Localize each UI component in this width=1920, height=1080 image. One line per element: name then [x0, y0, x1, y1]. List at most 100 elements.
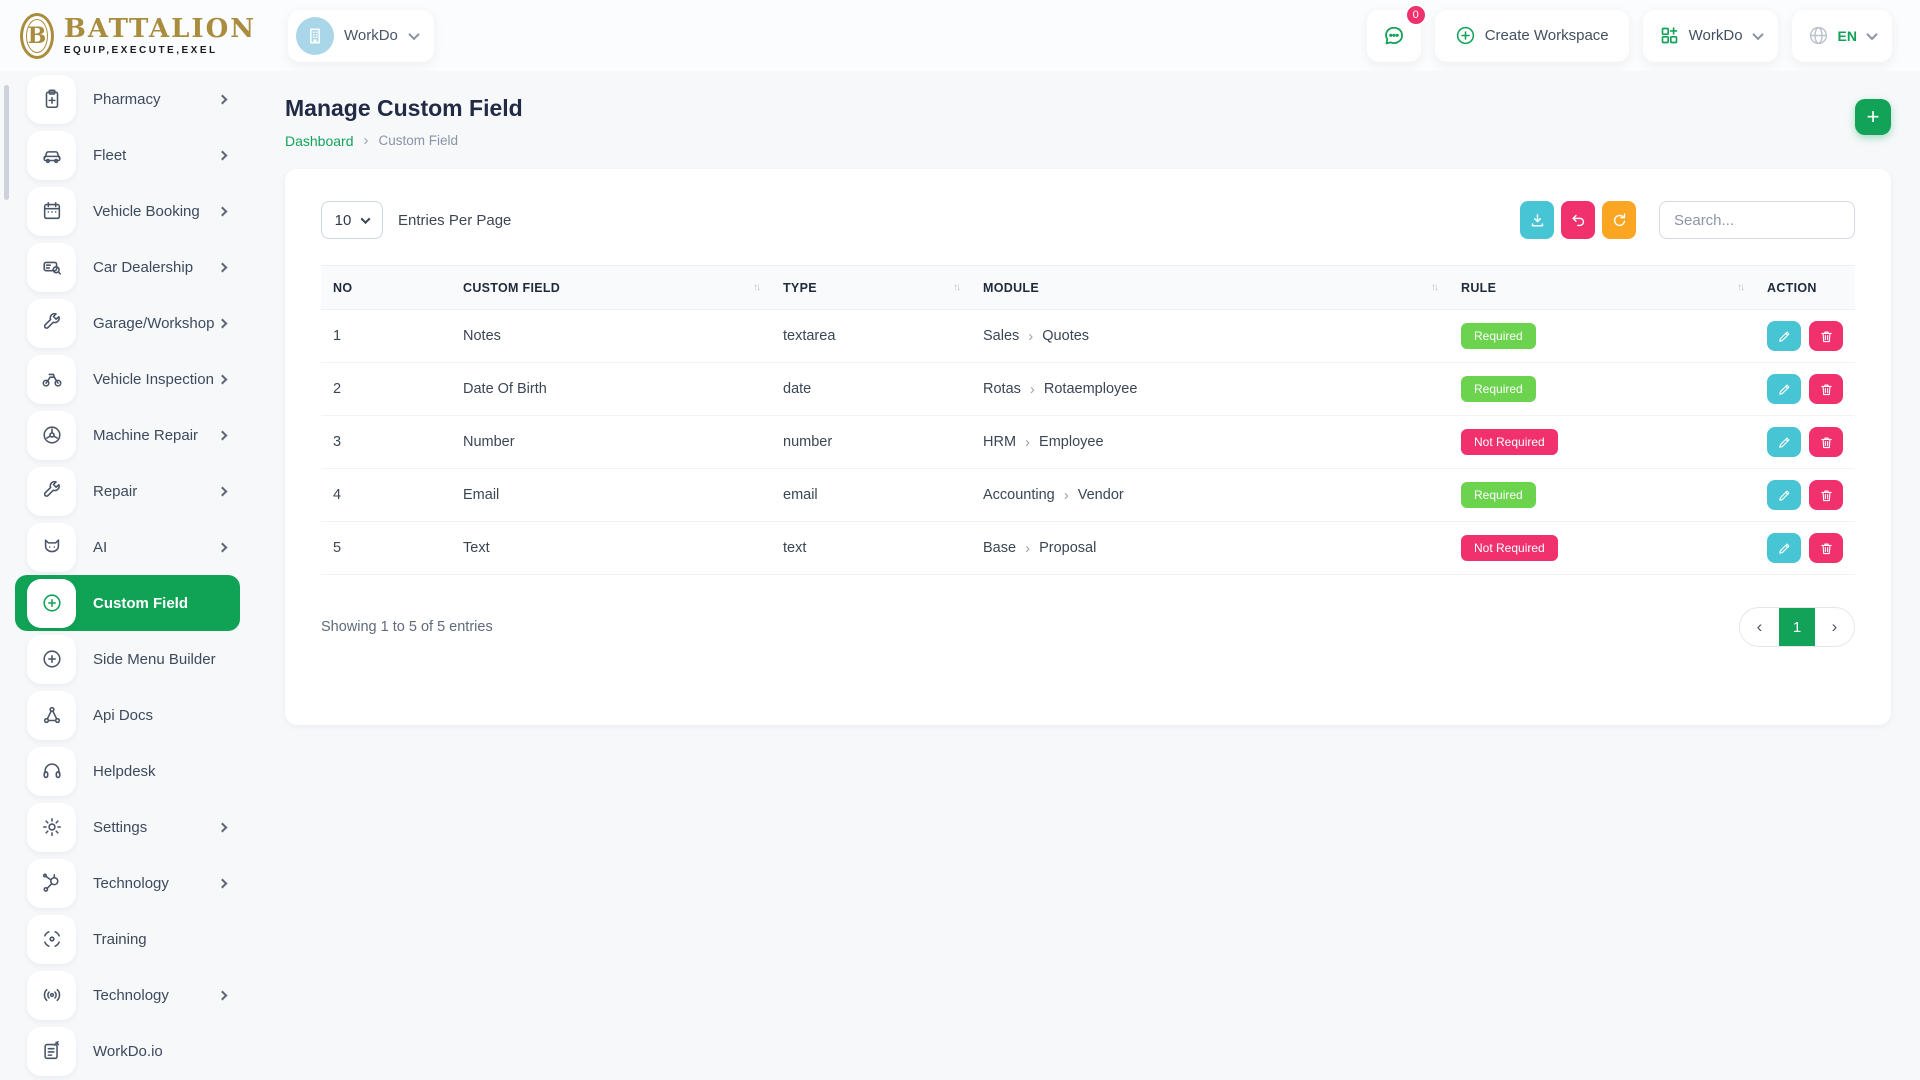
trash-icon [1820, 436, 1832, 448]
cell-action [1755, 533, 1863, 563]
sidebar-item-settings[interactable]: Settings [15, 799, 240, 855]
api-nodes-icon [43, 706, 60, 724]
cell-custom-field: Notes [463, 328, 501, 344]
pencil-icon [1778, 543, 1789, 554]
sidebar-item-pharmacy[interactable]: Pharmacy [15, 71, 240, 127]
sidebar: Pharmacy Fleet Vehicle Booking Car Deale… [0, 71, 256, 1080]
chevron-right-icon [217, 878, 228, 888]
trash-icon [1820, 383, 1832, 395]
pagination-page-1[interactable]: 1 [1779, 608, 1815, 646]
sidebar-item-icon-card [27, 242, 76, 292]
module-parent: Base [983, 540, 1017, 556]
sidebar-item-fleet[interactable]: Fleet [15, 127, 240, 183]
delete-button[interactable] [1809, 321, 1843, 351]
language-selector[interactable]: EN [1791, 9, 1892, 62]
add-custom-field-button[interactable]: + [1855, 99, 1891, 135]
sidebar-item-technology[interactable]: Technology [15, 855, 240, 911]
messages-button[interactable]: 0 [1366, 3, 1427, 62]
column-header-custom-field[interactable]: CUSTOM FIELD ↑↓ [463, 280, 761, 295]
wrench-icon [43, 480, 60, 497]
edit-button[interactable] [1767, 321, 1801, 351]
edit-button[interactable] [1767, 533, 1801, 563]
sort-icon: ↑↓ [753, 282, 761, 293]
entries-per-page-select[interactable]: 10 [321, 201, 383, 239]
search-input[interactable] [1659, 201, 1855, 239]
sort-icon: ↑↓ [1431, 282, 1439, 293]
sidebar-item-vehicle-booking[interactable]: Vehicle Booking [15, 183, 240, 239]
delete-button[interactable] [1809, 374, 1843, 404]
headset-icon [42, 763, 61, 779]
brand-emblem-icon: B [20, 12, 54, 59]
module-child: Employee [1039, 434, 1104, 450]
create-workspace-button[interactable]: Create Workspace [1434, 9, 1629, 62]
brand-monogram: B [27, 22, 47, 49]
column-header-no: NO [333, 280, 353, 295]
delete-button[interactable] [1809, 480, 1843, 510]
top-bar: B BATTALION EQUIP,EXECUTE,EXEL WorkDo 0 [0, 0, 1920, 71]
column-header-action: ACTION [1767, 280, 1817, 295]
chevron-right-icon [217, 150, 228, 160]
workspace-switcher[interactable]: WorkDo [288, 9, 434, 62]
sidebar-item-technology[interactable]: Technology [15, 967, 240, 1023]
table-row: 3 Number number HRM › Employee Not Required [321, 416, 1855, 469]
sidebar-item-workdo-io[interactable]: WorkDo.io [15, 1023, 240, 1079]
delete-button[interactable] [1809, 427, 1843, 457]
sidebar-item-vehicle-inspection[interactable]: Vehicle Inspection [15, 351, 240, 407]
table-row: 4 Email email Accounting › Vendor Required [321, 469, 1855, 522]
pagination-prev-button[interactable]: ‹ [1756, 617, 1763, 636]
sidebar-item-car-dealership[interactable]: Car Dealership [15, 239, 240, 295]
refresh-button[interactable] [1602, 201, 1636, 239]
chevron-right-icon: › [1063, 486, 1069, 504]
chevron-right-icon [217, 94, 228, 104]
edit-button[interactable] [1767, 374, 1801, 404]
workdo-menu-button[interactable]: WorkDo [1642, 9, 1778, 62]
pagination-next-button[interactable]: › [1831, 617, 1838, 636]
sidebar-item-ai[interactable]: AI [15, 519, 240, 575]
column-header-type[interactable]: TYPE ↑↓ [783, 280, 961, 295]
cell-rule: Required [1449, 482, 1755, 508]
brand-logo: B BATTALION EQUIP,EXECUTE,EXEL [0, 12, 256, 59]
undo-button[interactable] [1561, 201, 1595, 239]
sidebar-item-label: Technology [93, 986, 169, 1004]
sidebar-item-side-menu-builder[interactable]: Side Menu Builder [15, 631, 240, 687]
sidebar-item-label: Training [93, 930, 147, 948]
column-header-module[interactable]: MODULE ↑↓ [983, 280, 1439, 295]
plus-circle-icon [42, 650, 61, 668]
column-header-rule[interactable]: RULE ↑↓ [1461, 280, 1745, 295]
cell-no: 3 [333, 434, 342, 450]
brand-name: BATTALION [63, 13, 256, 44]
cell-rule: Required [1449, 376, 1755, 402]
export-button[interactable] [1520, 201, 1554, 239]
chevron-down-icon [408, 28, 420, 40]
chevron-down-icon [1751, 28, 1764, 40]
sidebar-item-label: WorkDo.io [93, 1042, 163, 1060]
chevron-right-icon [217, 206, 228, 216]
chevron-right-icon [217, 822, 228, 832]
edit-button[interactable] [1767, 480, 1801, 510]
plus-circle-icon [42, 594, 61, 612]
sidebar-item-api-docs[interactable]: Api Docs [15, 687, 240, 743]
sidebar-item-training[interactable]: Training [15, 911, 240, 967]
module-parent: Rotas [983, 381, 1021, 397]
sidebar-item-custom-field[interactable]: Custom Field [15, 575, 240, 631]
sidebar-item-helpdesk[interactable]: Helpdesk [15, 743, 240, 799]
chevron-down-icon [1866, 28, 1878, 40]
custom-field-card: 10 Entries Per Page [285, 169, 1891, 725]
sidebar-scrollbar[interactable] [4, 85, 9, 200]
edit-button[interactable] [1767, 427, 1801, 457]
sidebar-item-machine-repair[interactable]: Machine Repair [15, 407, 240, 463]
sidebar-item-label: Vehicle Inspection [93, 370, 214, 388]
sidebar-item-label: Technology [93, 874, 169, 892]
chevron-right-icon: › [1029, 380, 1035, 398]
chevron-down-icon [360, 213, 371, 224]
cell-custom-field: Date Of Birth [463, 381, 547, 397]
delete-button[interactable] [1809, 533, 1843, 563]
sidebar-item-garage-workshop[interactable]: Garage/Workshop [15, 295, 240, 351]
breadcrumb-dashboard-link[interactable]: Dashboard [285, 132, 354, 149]
cell-module: Sales › Quotes [971, 328, 1449, 345]
sidebar-item-icon-card [27, 802, 76, 852]
cell-module: Base › Proposal [971, 540, 1449, 557]
sidebar-item-repair[interactable]: Repair [15, 463, 240, 519]
cell-action [1755, 321, 1863, 351]
sidebar-item-label: Car Dealership [93, 258, 194, 276]
